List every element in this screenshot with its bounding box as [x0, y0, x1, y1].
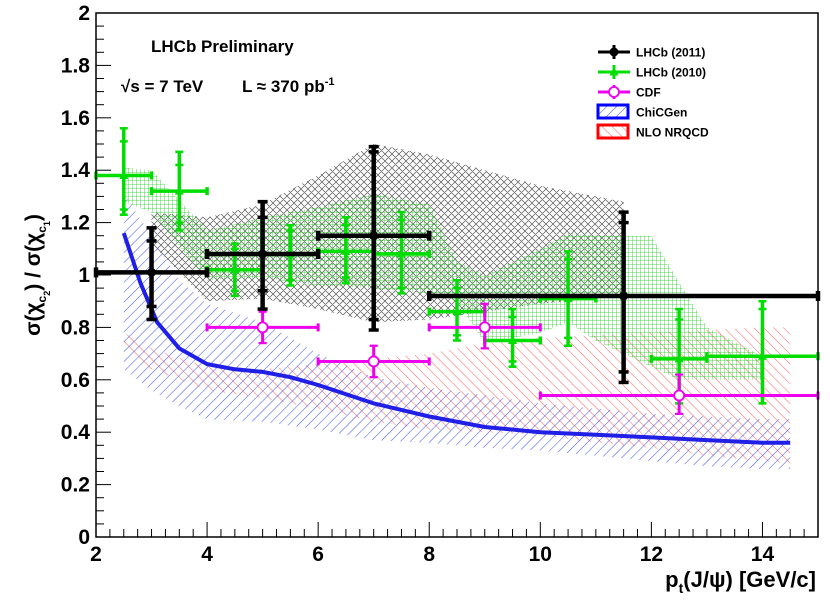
- legend: LHCb (2011) LHCb (2010) CDF ChiCGen NLO NRQC…: [596, 45, 709, 140]
- x-tick-label: 12: [640, 543, 663, 566]
- chicgen-central-line: [121, 232, 791, 445]
- legend-swatch: [596, 123, 630, 140]
- marker: [508, 335, 518, 344]
- y-tick-label: 0: [78, 526, 90, 549]
- point-cdf-2: [427, 302, 542, 350]
- luminosity-text: L ≈ 370 pb: [242, 77, 325, 96]
- x-tick-label: 6: [312, 543, 324, 566]
- point-lhcb-2010-0: [94, 127, 154, 216]
- point-lhcb-2010-1: [149, 150, 209, 232]
- marker: [147, 267, 157, 277]
- legend-item-chicgen: ChiCGen: [596, 103, 687, 120]
- luminosity-label: L ≈ 370 pb-1: [242, 76, 335, 96]
- legend-label: NLO NRQCD: [636, 126, 709, 140]
- marker: [258, 249, 268, 259]
- experiment-label: LHCb Preliminary: [151, 37, 294, 56]
- point-cdf-1: [316, 344, 431, 379]
- band-theory-band-green-: [123, 167, 763, 380]
- y-tick-label: 0.2: [61, 474, 90, 497]
- x-tick-label: 2: [90, 543, 102, 566]
- y-tick-label: 0.4: [61, 421, 91, 444]
- legend-marker: [609, 47, 619, 57]
- legend-label: LHCb (2011): [636, 46, 705, 60]
- y-tick-label: 2: [78, 2, 90, 25]
- legend-item-nlo-nrqcd: NLO NRQCD: [596, 123, 709, 140]
- marker: [674, 353, 684, 363]
- legend-item-lhcb-2010: LHCb (2010): [598, 65, 706, 80]
- point-lhcb-2010-7: [483, 307, 543, 368]
- y-tick-label: 1.2: [61, 212, 90, 235]
- band-chicgen: [123, 193, 791, 469]
- y-tick-label: 1.4: [61, 159, 91, 182]
- marker: [757, 351, 767, 360]
- legend-swatch: [596, 103, 630, 120]
- luminosity-exponent: -1: [325, 76, 335, 88]
- point-lhcb-2011-3: [426, 210, 821, 385]
- marker: [174, 186, 184, 195]
- point-cdf-3: [538, 373, 820, 415]
- point-lhcb-2010-10: [705, 299, 820, 405]
- x-tick-label: 4: [201, 543, 213, 566]
- point-lhcb-2010-5: [371, 210, 431, 295]
- y-tick-label: 1.8: [61, 54, 91, 77]
- legend-label: CDF: [636, 86, 661, 100]
- y-axis-title: σ(χc2) / σ(χc1): [22, 214, 52, 336]
- marker: [673, 389, 686, 402]
- x-axis-title: pt(J/ψ) [GeV/c]: [665, 567, 816, 596]
- point-lhcb-2011-2: [315, 144, 432, 332]
- x-tick-label: 10: [529, 543, 552, 566]
- legend-marker: [608, 86, 620, 98]
- marker: [478, 321, 491, 334]
- legend-marker: [609, 67, 619, 76]
- marker: [256, 321, 269, 334]
- y-tick-label: 1.6: [61, 107, 90, 130]
- y-tick-label: 0.6: [61, 369, 90, 392]
- legend-label: ChiCGen: [636, 106, 687, 120]
- legend-item-lhcb-2011: LHCb (2011): [598, 45, 705, 60]
- point-lhcb-2011-1: [204, 199, 321, 311]
- legend-label: LHCb (2010): [636, 66, 706, 80]
- marker: [396, 249, 406, 258]
- x-tick-label: 8: [423, 543, 435, 566]
- marker: [341, 246, 351, 255]
- energy-label: √s = 7 TeV: [121, 77, 204, 96]
- marker: [452, 306, 462, 316]
- marker: [619, 291, 629, 301]
- marker: [119, 170, 129, 179]
- point-cdf-0: [205, 310, 320, 345]
- marker: [230, 264, 240, 274]
- y-tick-label: 0.8: [61, 316, 91, 339]
- y-tick-label: 1: [78, 264, 90, 287]
- x-tick-label: 14: [751, 543, 775, 566]
- point-lhcb-2010-4: [316, 216, 376, 285]
- legend-item-cdf: CDF: [598, 85, 661, 100]
- marker: [367, 355, 380, 368]
- marker: [369, 231, 379, 241]
